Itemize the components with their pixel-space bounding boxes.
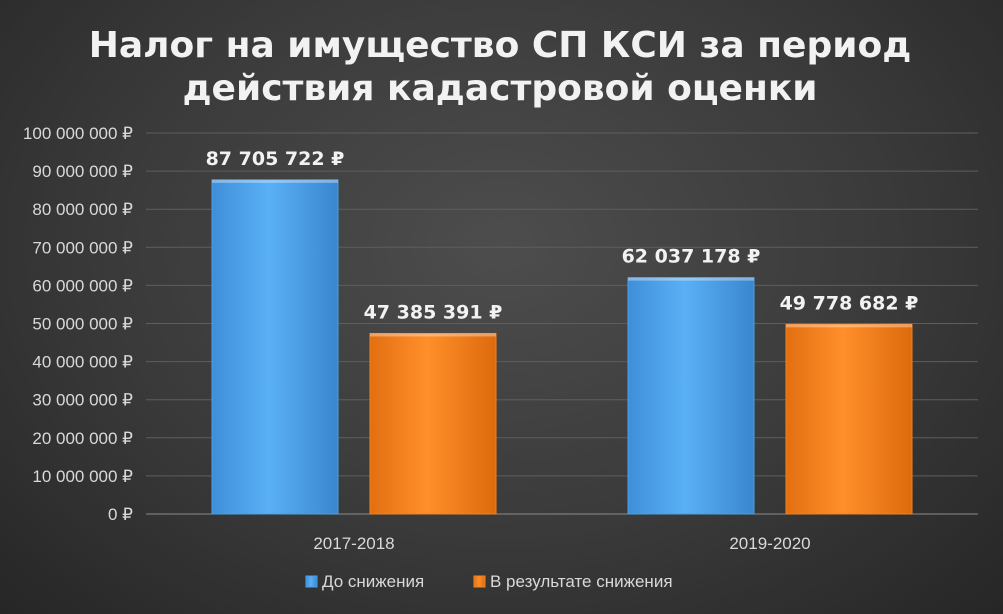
- bars: [211, 179, 913, 515]
- bar-highlight: [786, 324, 912, 328]
- legend: До снижения В результате снижения: [305, 572, 673, 591]
- y-tick-label: 100 000 000 ₽: [23, 124, 133, 143]
- data-label: 62 037 178 ₽: [622, 246, 761, 268]
- data-labels: 87 705 722 ₽ 47 385 391 ₽ 62 037 178 ₽ 49 7…: [206, 148, 919, 324]
- y-tick-label: 50 000 000 ₽: [32, 315, 133, 334]
- y-tick-label: 10 000 000 ₽: [32, 467, 133, 486]
- y-tick-label: 20 000 000 ₽: [32, 429, 133, 448]
- bar-after-2017-2018: [369, 332, 497, 515]
- bar-before-2017-2018: [211, 179, 339, 515]
- bar-highlight: [370, 333, 496, 337]
- bar-highlight: [628, 277, 754, 281]
- chart-title: Налог на имущество СП КСИ за период дейс…: [89, 25, 912, 109]
- y-tick-label: 90 000 000 ₽: [32, 162, 133, 181]
- x-category-label: 2017-2018: [313, 534, 394, 553]
- y-tick-label: 70 000 000 ₽: [32, 238, 133, 257]
- y-tick-label: 80 000 000 ₽: [32, 200, 133, 219]
- y-axis-ticks: 0 ₽ 10 000 000 ₽ 20 000 000 ₽ 30 000 000 ₽ 4…: [23, 124, 133, 524]
- y-tick-label: 0 ₽: [108, 505, 133, 524]
- data-label: 87 705 722 ₽: [206, 148, 345, 170]
- data-label: 49 778 682 ₽: [780, 292, 919, 314]
- y-tick-label: 40 000 000 ₽: [32, 353, 133, 372]
- bar-highlight: [212, 179, 338, 183]
- y-tick-label: 60 000 000 ₽: [32, 276, 133, 295]
- legend-label: В результате снижения: [490, 572, 673, 591]
- chart-title-line-2: действия кадастровой оценки: [182, 68, 817, 109]
- legend-swatch: [305, 575, 318, 588]
- legend-label: До снижения: [322, 572, 424, 591]
- chart-title-line-1: Налог на имущество СП КСИ за период: [89, 25, 912, 66]
- x-axis-categories: 2017-2018 2019-2020: [313, 534, 810, 553]
- x-category-label: 2019-2020: [729, 534, 810, 553]
- legend-swatch: [473, 575, 486, 588]
- bar-before-2019-2020: [627, 277, 755, 515]
- data-label: 47 385 391 ₽: [364, 301, 503, 323]
- y-tick-label: 30 000 000 ₽: [32, 391, 133, 410]
- bar-after-2019-2020: [785, 323, 913, 515]
